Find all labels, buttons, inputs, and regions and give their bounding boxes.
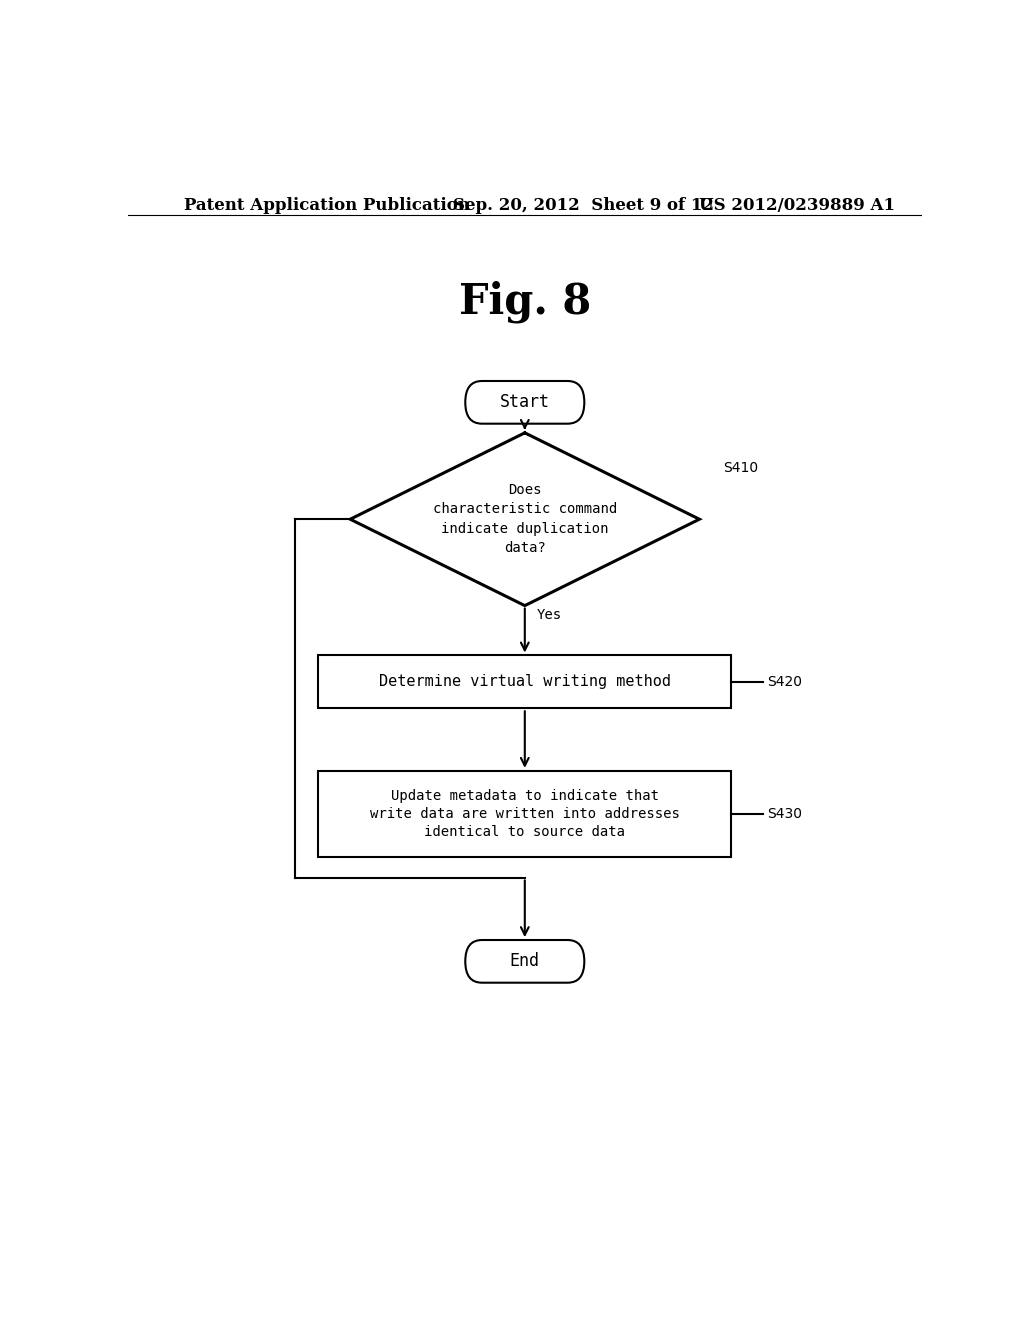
Text: Yes: Yes [537,607,562,622]
FancyBboxPatch shape [465,940,585,982]
Text: US 2012/0239889 A1: US 2012/0239889 A1 [699,197,895,214]
Text: Determine virtual writing method: Determine virtual writing method [379,675,671,689]
Polygon shape [350,433,699,606]
Bar [318,771,731,857]
Text: Update metadata to indicate that
write data are written into addresses
identical: Update metadata to indicate that write d… [370,788,680,840]
Text: Fig. 8: Fig. 8 [459,280,591,323]
FancyBboxPatch shape [465,381,585,424]
Text: Patent Application Publication: Patent Application Publication [183,197,469,214]
Text: S430: S430 [767,807,802,821]
Text: S410: S410 [723,462,759,475]
Text: S420: S420 [767,675,802,689]
Bar [318,656,731,709]
Text: Does
characteristic command
indicate duplication
data?: Does characteristic command indicate dup… [433,483,616,556]
Text: Sep. 20, 2012  Sheet 9 of 12: Sep. 20, 2012 Sheet 9 of 12 [454,197,715,214]
Text: End: End [510,952,540,970]
Text: Start: Start [500,393,550,412]
